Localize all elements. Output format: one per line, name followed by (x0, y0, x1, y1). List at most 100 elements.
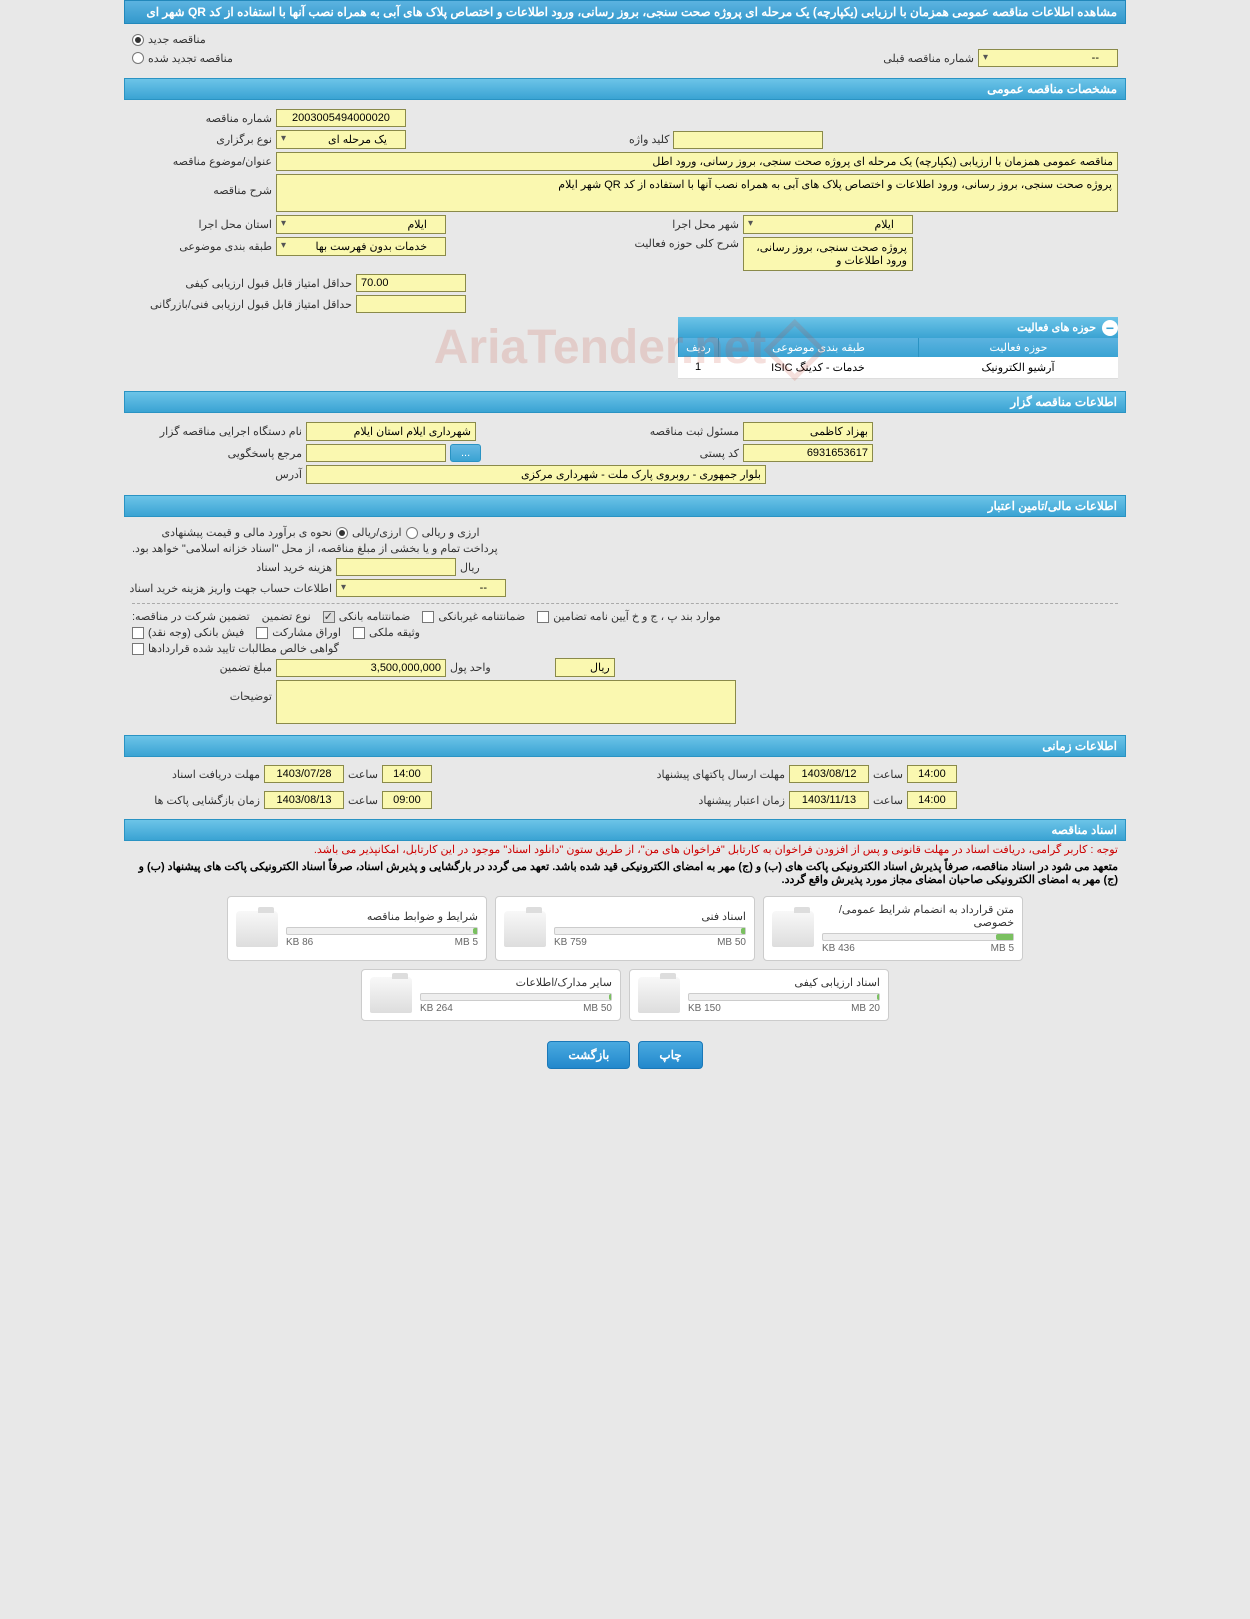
min-qual-label: حداقل امتیاز قابل قبول ارزیابی کیفی (132, 277, 352, 290)
print-button[interactable]: چاپ (638, 1041, 702, 1069)
doc-fee-field[interactable] (336, 558, 456, 576)
radio-renew-tender[interactable] (132, 52, 144, 64)
min-qual-field[interactable]: 70.00 (356, 274, 466, 292)
keyword-field[interactable] (673, 131, 823, 149)
hold-type-select[interactable]: یک مرحله ای (276, 130, 406, 149)
chk-property-label: وثیقه ملکی (369, 626, 420, 639)
doc-title: اسناد فنی (554, 910, 746, 923)
receive-deadline-label: مهلت دریافت اسناد (140, 768, 260, 781)
notes-label: توضیحات (132, 680, 272, 703)
col-act-header: حوزه فعالیت (918, 338, 1118, 357)
receive-deadline-date[interactable]: 1403/07/28 (264, 765, 344, 783)
doc-max-size: 5 MB (991, 943, 1014, 954)
subject-field[interactable]: مناقصه عمومی همزمان با ارزیابی (یکپارچه)… (276, 152, 1118, 171)
validity-time[interactable]: 14:00 (907, 791, 957, 809)
doc-used-size: 150 KB (688, 1003, 721, 1014)
account-info-select[interactable]: -- (336, 579, 506, 597)
chk-items-bpj[interactable] (537, 611, 549, 623)
submit-deadline-date[interactable]: 1403/08/12 (789, 765, 869, 783)
doc-title: سایر مدارک/اطلاعات (420, 976, 612, 989)
city-label: شهر محل اجرا (629, 218, 739, 231)
radio-both[interactable] (406, 527, 418, 539)
radio-both-label: ارزی و ریالی (422, 526, 480, 539)
row-idx: 1 (678, 357, 718, 378)
folder-icon (504, 911, 546, 947)
subject-label: عنوان/موضوع مناقصه (132, 155, 272, 168)
responder-label: مرجع پاسخگویی (132, 447, 302, 460)
validity-date[interactable]: 1403/11/13 (789, 791, 869, 809)
page-title: مشاهده اطلاعات مناقصه عمومی همزمان با ار… (124, 0, 1126, 24)
doc-progress-bar (554, 927, 746, 935)
doc-max-size: 50 MB (583, 1003, 612, 1014)
address-field[interactable]: بلوار جمهوری - روبروی پارک ملت - شهرداری… (306, 465, 766, 484)
opening-label: زمان بازگشایی پاکت ها (140, 794, 260, 807)
chk-nonbank[interactable] (422, 611, 434, 623)
payment-note: پرداخت تمام و یا بخشی از مبلغ مناقصه، از… (132, 542, 498, 555)
opening-time-label: ساعت (348, 794, 378, 807)
radio-rial[interactable] (336, 527, 348, 539)
estimate-method-label: نحوه ی برآورد مالی و قیمت پیشنهادی (132, 526, 332, 539)
province-select[interactable]: ایلام (276, 215, 446, 234)
receive-deadline-time[interactable]: 14:00 (382, 765, 432, 783)
doc-fee-label: هزینه خرید اسناد (132, 561, 332, 574)
chk-contract-cert[interactable] (132, 643, 144, 655)
col-idx-header: ردیف (678, 338, 718, 357)
tender-type-radio-group: مناقصه جدید (132, 33, 206, 46)
chk-property[interactable] (353, 627, 365, 639)
row-act: آرشیو الکترونیک (918, 357, 1118, 378)
activity-scope-field[interactable]: پروژه صحت سنجی، بروز رسانی، ورود اطلاعات… (743, 237, 913, 271)
doc-max-size: 20 MB (851, 1003, 880, 1014)
doc-card[interactable]: متن قرارداد به انضمام شرایط عمومی/خصوصی 5… (763, 896, 1023, 961)
chk-nonbank-label: ضمانتنامه غیربانکی (438, 610, 525, 623)
doc-card[interactable]: اسناد فنی50 MB759 KB (495, 896, 755, 961)
province-label: استان محل اجرا (132, 218, 272, 231)
min-tech-field[interactable] (356, 295, 466, 313)
chk-bank-receipt[interactable] (132, 627, 144, 639)
notes-field[interactable] (276, 680, 736, 724)
doc-used-size: 86 KB (286, 937, 313, 948)
table-row: 1 خدمات - کدینگ ISIC آرشیو الکترونیک (678, 357, 1118, 379)
description-field[interactable]: پروژه صحت سنجی، بروز رسانی، ورود اطلاعات… (276, 174, 1118, 212)
radio-rial-label: ارزی/ریالی (352, 526, 402, 539)
chk-bank-guarantee (323, 611, 335, 623)
address-label: آدرس (132, 468, 302, 481)
back-button[interactable]: بازگشت (547, 1041, 630, 1069)
postal-label: کد پستی (629, 447, 739, 460)
guarantee-amount-field[interactable]: 3,500,000,000 (276, 659, 446, 677)
receive-deadline-time-label: ساعت (348, 768, 378, 781)
submit-deadline-label: مهلت ارسال پاکتهای پیشنهاد (635, 768, 785, 781)
doc-card[interactable]: اسناد ارزیابی کیفی20 MB150 KB (629, 969, 889, 1021)
category-select[interactable]: خدمات بدون فهرست بها (276, 237, 446, 256)
org-field: شهرداری ایلام استان ایلام (306, 422, 476, 441)
opening-time[interactable]: 09:00 (382, 791, 432, 809)
prev-number-label: شماره مناقصه قبلی (883, 52, 974, 65)
doc-max-size: 5 MB (455, 937, 478, 948)
doc-card[interactable]: سایر مدارک/اطلاعات50 MB264 KB (361, 969, 621, 1021)
chk-securities[interactable] (256, 627, 268, 639)
responder-field[interactable] (306, 444, 446, 462)
collapse-icon[interactable]: − (1102, 320, 1118, 336)
guarantee-amount-label: مبلغ تضمین (132, 661, 272, 674)
activity-table-title: حوزه های فعالیت (678, 317, 1102, 338)
opening-date[interactable]: 1403/08/13 (264, 791, 344, 809)
doc-title: شرایط و ضوابط مناقصه (286, 910, 478, 923)
doc-progress-bar (420, 993, 612, 1001)
category-label: طبقه بندی موضوعی (132, 240, 272, 253)
validity-time-label: ساعت (873, 794, 903, 807)
prev-number-select[interactable]: -- (978, 49, 1118, 67)
city-select[interactable]: ایلام (743, 215, 913, 234)
docs-note-red: توجه : کاربر گرامی، دریافت اسناد در مهلت… (124, 841, 1126, 858)
chk-contract-cert-label: گواهی خالص مطالبات تایید شده قراردادها (148, 642, 339, 655)
radio-renew-label: مناقصه تجدید شده (148, 52, 233, 65)
doc-progress-bar (822, 933, 1014, 941)
min-tech-label: حداقل امتیاز قابل قبول ارزیابی فنی/بازرگ… (132, 298, 352, 311)
radio-new-tender[interactable] (132, 34, 144, 46)
account-info-label: اطلاعات حساب جهت واریز هزینه خرید اسناد (132, 582, 332, 595)
submit-deadline-time[interactable]: 14:00 (907, 765, 957, 783)
doc-title: متن قرارداد به انضمام شرایط عمومی/خصوصی (822, 903, 1014, 929)
folder-icon (236, 911, 278, 947)
responder-browse-button[interactable]: ... (450, 444, 481, 462)
folder-icon (370, 977, 412, 1013)
submit-deadline-time-label: ساعت (873, 768, 903, 781)
doc-card[interactable]: شرایط و ضوابط مناقصه 5 MB 86 KB (227, 896, 487, 961)
